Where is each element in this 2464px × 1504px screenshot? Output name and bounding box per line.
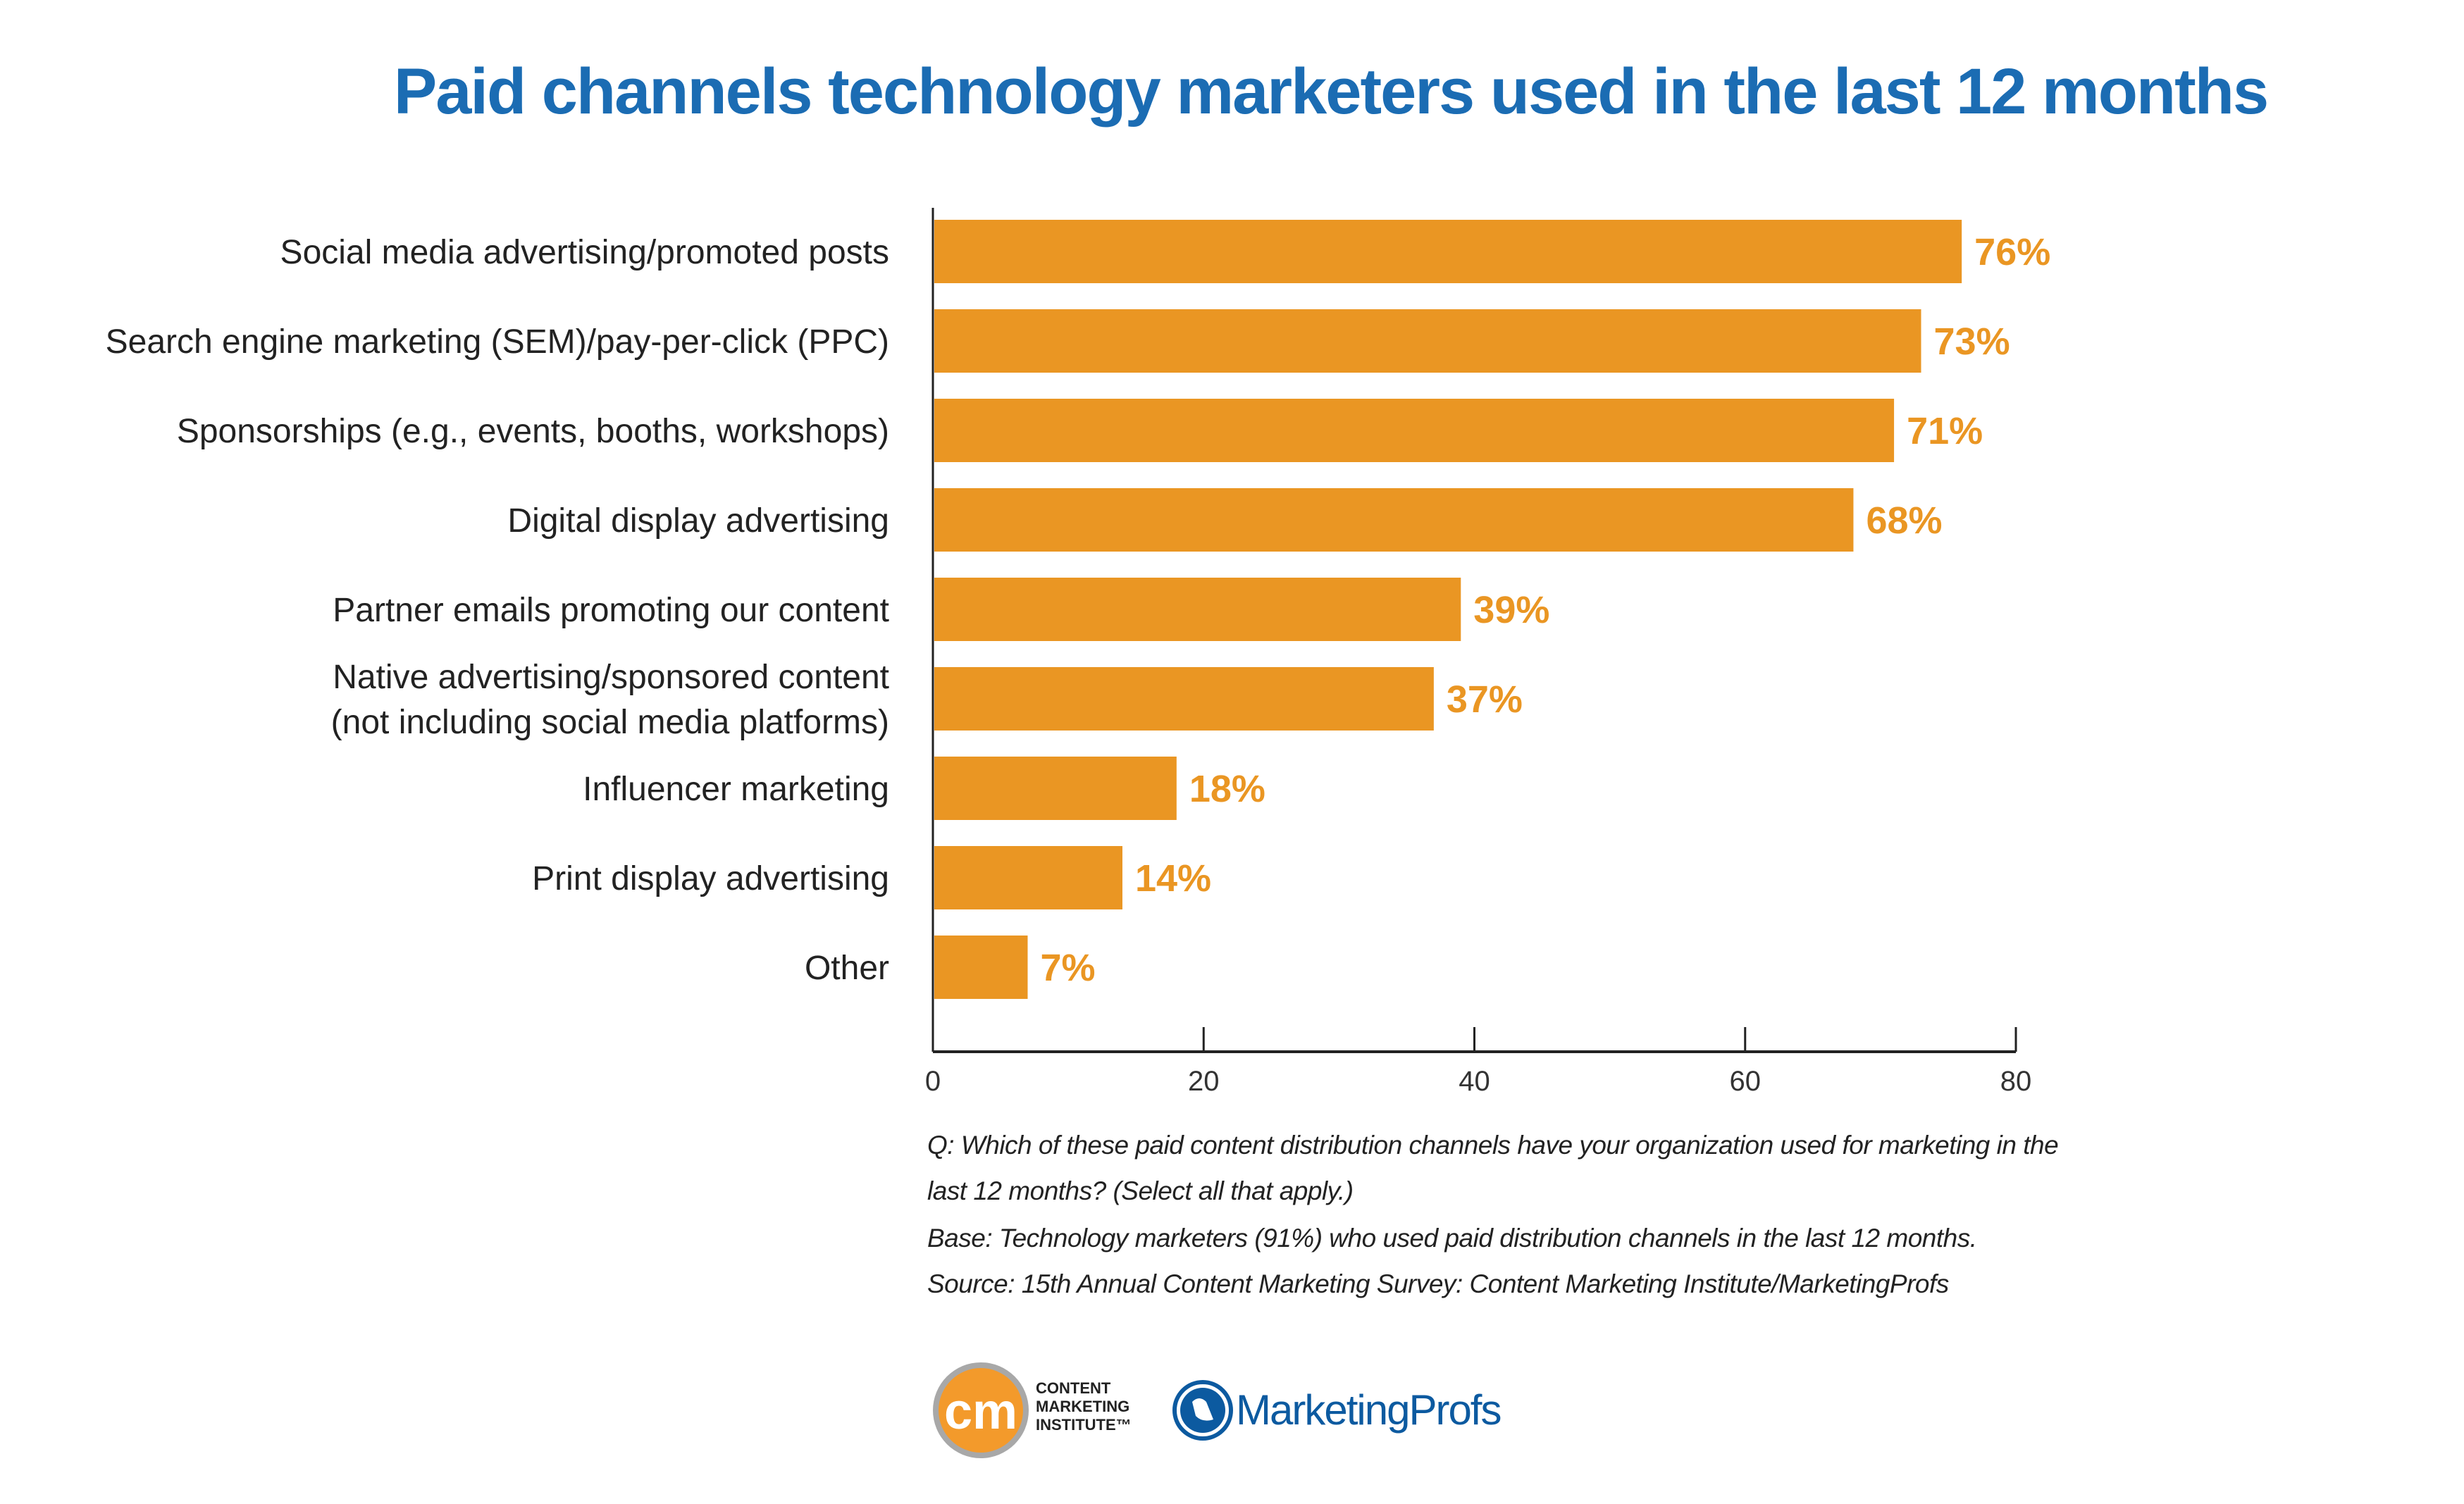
x-tick-label: 40 bbox=[1459, 1066, 1490, 1097]
x-tick-label: 60 bbox=[1730, 1066, 1762, 1097]
footnote-question-2: last 12 months? (Select all that apply.) bbox=[927, 1176, 1354, 1205]
category-label: Other bbox=[805, 950, 889, 987]
bar bbox=[934, 309, 1921, 373]
x-tick-label: 0 bbox=[925, 1066, 941, 1097]
category-label: Digital display advertising bbox=[507, 502, 889, 540]
category-label: Print display advertising bbox=[532, 860, 889, 897]
data-label: 71% bbox=[1907, 410, 1983, 452]
cmi-mark: cm bbox=[944, 1384, 1017, 1440]
data-label: 68% bbox=[1866, 499, 1942, 542]
footnote-question-1: Q: Which of these paid content distribut… bbox=[927, 1131, 2059, 1160]
data-label: 73% bbox=[1934, 321, 2010, 363]
chart-title: Paid channels technology marketers used … bbox=[393, 56, 2269, 128]
bar bbox=[934, 399, 1895, 462]
category-label: (not including social media platforms) bbox=[331, 704, 889, 741]
bar-chart: 0 20 40 60 80 76% Social media advertising/pro… bbox=[106, 208, 2050, 1097]
category-label: Sponsorships (e.g., events, booths, work… bbox=[177, 413, 889, 450]
bar bbox=[934, 667, 1434, 731]
category-label: Influencer marketing bbox=[583, 771, 889, 808]
bar bbox=[934, 578, 1461, 641]
bird-icon bbox=[1192, 1398, 1213, 1421]
bar bbox=[934, 488, 1854, 552]
data-label: 18% bbox=[1189, 768, 1265, 810]
category-label: Search engine marketing (SEM)/pay-per-cl… bbox=[106, 323, 889, 361]
data-label: 37% bbox=[1447, 678, 1523, 721]
data-label: 76% bbox=[1974, 231, 2050, 273]
footnote-base: Base: Technology marketers (91%) who use… bbox=[927, 1224, 1977, 1253]
bar bbox=[934, 220, 1962, 283]
category-label: Partner emails promoting our content bbox=[333, 592, 889, 629]
cmi-logo: cm CONTENT MARKETING INSTITUTE™ bbox=[933, 1362, 1132, 1458]
bar bbox=[934, 936, 1028, 999]
bar bbox=[934, 757, 1177, 820]
marketingprofs-logo: MarketingProfs bbox=[1172, 1380, 1502, 1441]
data-label: 14% bbox=[1135, 857, 1211, 900]
marketingprofs-text: MarketingProfs bbox=[1236, 1386, 1500, 1434]
cmi-line-1: CONTENT bbox=[1036, 1379, 1111, 1397]
logos: cm CONTENT MARKETING INSTITUTE™ Marketin… bbox=[933, 1362, 1502, 1458]
bar bbox=[934, 846, 1122, 909]
data-label: 7% bbox=[1040, 947, 1095, 989]
category-label: Native advertising/sponsored content bbox=[333, 659, 889, 696]
category-label: Social media advertising/promoted posts bbox=[280, 234, 889, 271]
cmi-line-2: MARKETING bbox=[1036, 1398, 1129, 1415]
data-label: 39% bbox=[1473, 589, 1549, 631]
footnote-source: Source: 15th Annual Content Marketing Su… bbox=[927, 1269, 1949, 1298]
cmi-line-3: INSTITUTE™ bbox=[1036, 1416, 1132, 1434]
x-tick-label: 80 bbox=[2000, 1066, 2032, 1097]
x-tick-label: 20 bbox=[1188, 1066, 1220, 1097]
